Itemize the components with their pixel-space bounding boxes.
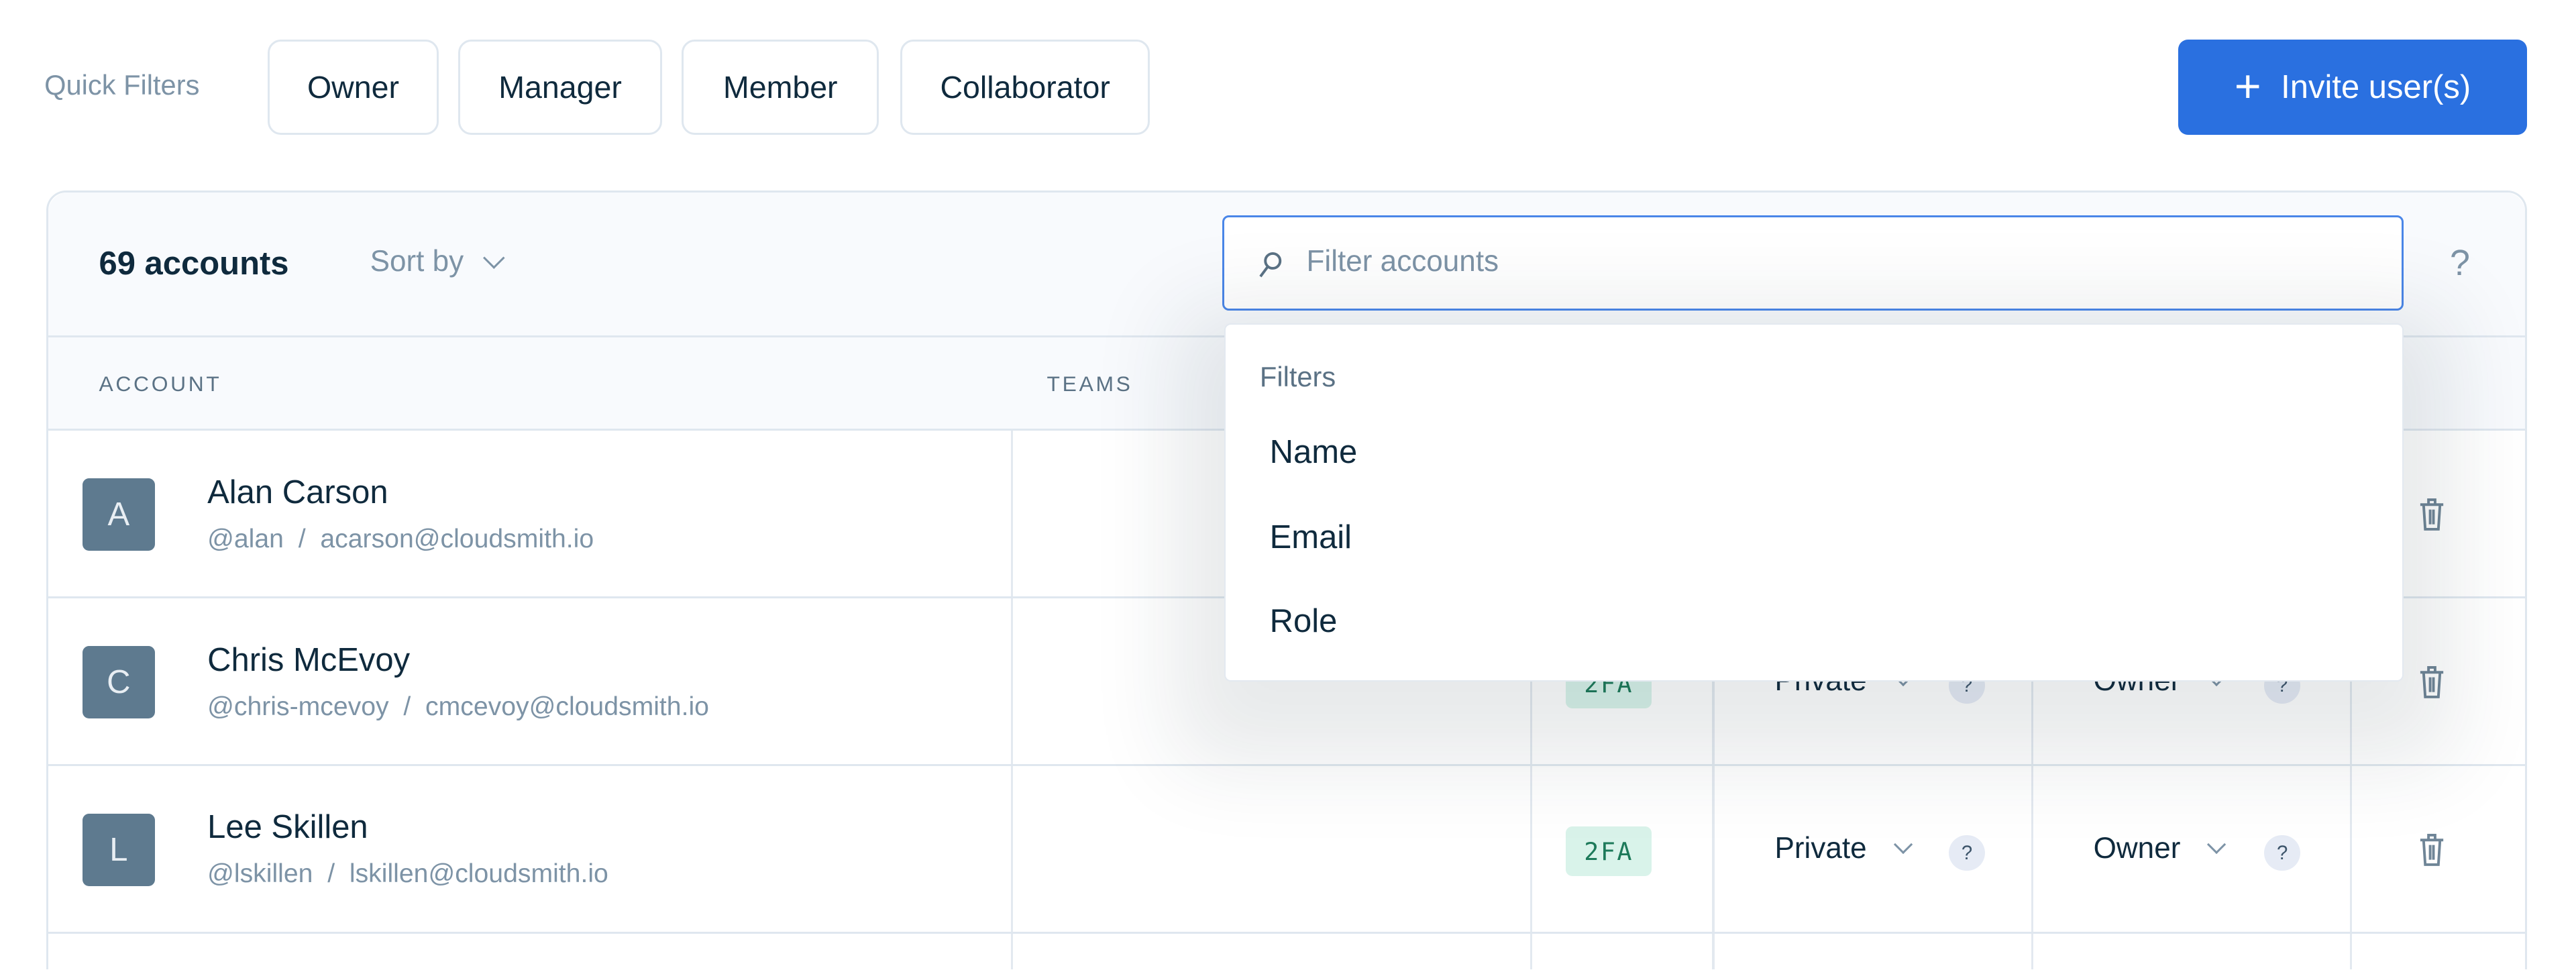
quick-filters-label: Quick Filters bbox=[44, 68, 200, 101]
trash-icon[interactable] bbox=[2417, 664, 2447, 700]
sort-by-dropdown[interactable]: Sort by bbox=[370, 245, 505, 278]
username: @lskillen bbox=[207, 859, 313, 889]
column-header-account: ACCOUNT bbox=[99, 372, 222, 396]
2fa-badge: 2FA bbox=[1566, 826, 1652, 876]
search-icon bbox=[1259, 252, 1282, 278]
invite-users-button[interactable]: + Invite user(s) bbox=[2178, 39, 2527, 135]
email: lskillen@cloudsmith.io bbox=[349, 859, 608, 889]
account-handle: @alan / acarson@cloudsmith.io bbox=[207, 525, 594, 554]
role-select[interactable]: Owner bbox=[2093, 831, 2226, 865]
email: acarson@cloudsmith.io bbox=[320, 524, 594, 553]
table-row: L Lee Skillen @lskillen / lskillen@cloud… bbox=[48, 765, 2525, 934]
account-handle: @lskillen / lskillen@cloudsmith.io bbox=[207, 859, 608, 889]
quick-filter-owner[interactable]: Owner bbox=[268, 39, 439, 135]
avatar: A bbox=[82, 478, 155, 551]
account-handle: @chris-mcevoy / cmcevoy@cloudsmith.io bbox=[207, 692, 709, 722]
column-header-teams: TEAMS bbox=[1046, 372, 1133, 396]
trash-icon[interactable] bbox=[2417, 496, 2447, 533]
accounts-count: 69 accounts bbox=[99, 246, 289, 282]
sort-by-label: Sort by bbox=[370, 245, 464, 278]
separator: / bbox=[403, 692, 411, 721]
privacy-help-icon[interactable]: ? bbox=[1949, 834, 1985, 871]
search-placeholder: Filter accounts bbox=[1306, 245, 1499, 278]
quick-filter-collaborator[interactable]: Collaborator bbox=[900, 39, 1150, 135]
table-row: A Alan Carson @alan / acarson@cloudsmith… bbox=[48, 431, 2525, 598]
filter-dropdown-title: Filters bbox=[1259, 361, 1336, 393]
table-row bbox=[48, 933, 2525, 970]
role-value: Owner bbox=[2093, 831, 2181, 865]
avatar: L bbox=[82, 813, 155, 886]
avatar: C bbox=[82, 645, 155, 718]
privacy-select[interactable]: Private bbox=[1774, 831, 1913, 865]
email: cmcevoy@cloudsmith.io bbox=[425, 692, 709, 721]
filter-option-email[interactable]: Email bbox=[1269, 519, 1352, 556]
filter-accounts-input[interactable]: Filter accounts bbox=[1222, 215, 2404, 311]
quick-filter-manager[interactable]: Manager bbox=[458, 39, 662, 135]
account-name: Alan Carson bbox=[207, 474, 388, 510]
filter-option-role[interactable]: Role bbox=[1269, 603, 1338, 640]
filter-option-name[interactable]: Name bbox=[1269, 434, 1358, 471]
separator: / bbox=[327, 859, 335, 889]
privacy-value: Private bbox=[1774, 831, 1867, 865]
help-icon[interactable]: ? bbox=[2450, 242, 2470, 283]
account-name: Lee Skillen bbox=[207, 809, 368, 846]
chevron-down-icon bbox=[483, 247, 505, 269]
quick-filter-member[interactable]: Member bbox=[682, 39, 879, 135]
account-name: Chris McEvoy bbox=[207, 641, 411, 678]
plus-icon: + bbox=[2234, 60, 2261, 113]
trash-icon[interactable] bbox=[2417, 832, 2447, 868]
chevron-down-icon bbox=[1893, 834, 1913, 854]
invite-users-label: Invite user(s) bbox=[2281, 68, 2471, 105]
role-help-icon[interactable]: ? bbox=[2264, 834, 2301, 871]
separator: / bbox=[298, 524, 306, 553]
filter-dropdown: Filters Name Email Role bbox=[1224, 323, 2404, 682]
chevron-down-icon bbox=[2207, 834, 2226, 854]
username: @alan bbox=[207, 524, 284, 553]
username: @chris-mcevoy bbox=[207, 692, 389, 721]
